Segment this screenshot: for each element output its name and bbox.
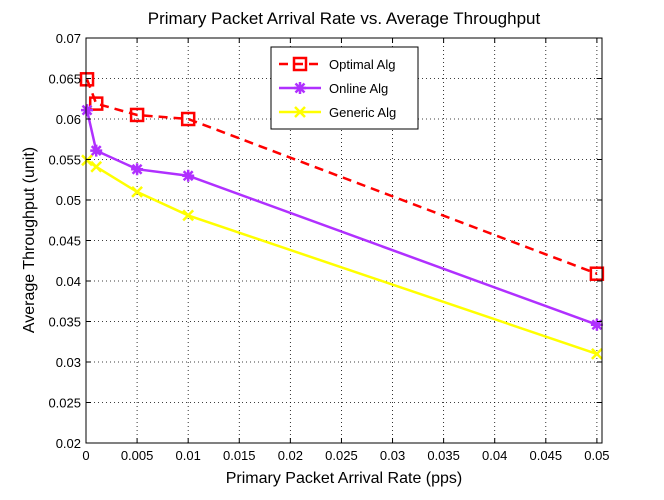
data-point [591, 348, 603, 360]
data-point [131, 163, 144, 176]
legend-marker [294, 106, 306, 118]
x-tick-label: 0.025 [325, 448, 358, 463]
x-tick-label: 0.005 [121, 448, 154, 463]
x-tick-label: 0.015 [223, 448, 256, 463]
x-tick-label: 0.04 [482, 448, 507, 463]
x-tick-label: 0.01 [176, 448, 201, 463]
data-point [129, 107, 145, 123]
x-tick-label: 0 [82, 448, 89, 463]
data-point [131, 186, 143, 198]
legend-entry: Optimal Alg [279, 56, 395, 72]
y-tick-label: 0.07 [56, 31, 81, 46]
y-tick-label: 0.03 [56, 355, 81, 370]
data-point [81, 104, 94, 117]
data-point [590, 318, 603, 331]
chart-title: Primary Packet Arrival Rate vs. Average … [148, 9, 541, 28]
x-axis-label: Primary Packet Arrival Rate (pps) [226, 470, 463, 487]
ticks: 0 0.005 0.01 0.015 0.02 0.025 0.03 0.035 0.04 0.0… [48, 31, 609, 463]
y-axis-label: Average Throughput (unit) [21, 147, 38, 333]
data-point [81, 154, 93, 167]
data-point [90, 144, 103, 157]
legend-marker [294, 82, 306, 94]
data-point [182, 169, 195, 182]
y-tick-label: 0.055 [48, 153, 81, 168]
y-tick-label: 0.045 [48, 234, 81, 249]
data-point [90, 160, 103, 173]
legend-marker [292, 56, 308, 72]
y-tick-label: 0.035 [48, 315, 81, 330]
data-point [589, 266, 605, 281]
legend-label: Optimal Alg [329, 57, 395, 72]
legend: Optimal Alg Online Alg Generic Alg [270, 46, 419, 130]
legend-label: Online Alg [329, 81, 388, 96]
x-tick-label: 0.03 [380, 448, 405, 463]
series-line-1 [85, 78, 598, 275]
data-point [79, 72, 95, 87]
y-tick-label: 0.02 [56, 436, 81, 451]
legend-entry: Online Alg [279, 81, 388, 96]
x-tick-label: 0.035 [427, 448, 460, 463]
series-layer [79, 72, 605, 360]
y-tick-label: 0.065 [48, 72, 81, 87]
y-tick-label: 0.06 [56, 112, 81, 127]
legend-label: Generic Alg [329, 105, 396, 120]
x-tick-label: 0.05 [584, 448, 609, 463]
y-tick-label: 0.05 [56, 193, 81, 208]
x-tick-label: 0.045 [530, 448, 563, 463]
data-point [180, 111, 196, 127]
x-tick-label: 0.02 [278, 448, 303, 463]
y-tick-label: 0.025 [48, 396, 81, 411]
data-point [182, 209, 195, 222]
y-tick-label: 0.04 [56, 274, 81, 289]
legend-entry: Generic Alg [279, 105, 396, 120]
data-point [88, 96, 104, 111]
